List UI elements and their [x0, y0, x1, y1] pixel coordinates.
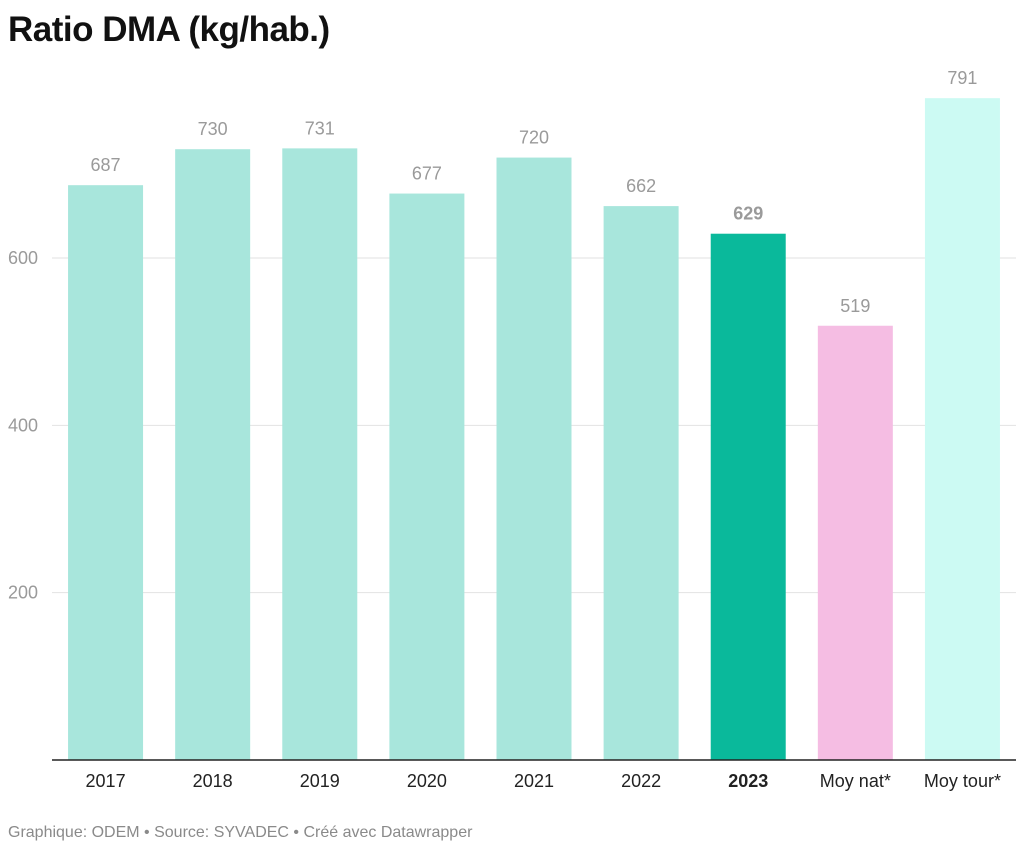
x-tick-label-2017: 2017: [86, 771, 126, 791]
chart-footer: Graphique: ODEM • Source: SYVADEC • Créé…: [8, 824, 473, 841]
value-label-moy-nat: 519: [840, 296, 870, 316]
value-label-moy-tour: 791: [947, 68, 977, 88]
y-tick-label-200: 200: [8, 583, 38, 603]
chart-title: Ratio DMA (kg/hab.): [8, 10, 330, 49]
x-tick-label-2019: 2019: [300, 771, 340, 791]
y-tick-label-600: 600: [8, 248, 38, 268]
x-tick-label-moy-tour: Moy tour*: [924, 771, 1001, 791]
value-label-2018: 730: [198, 119, 228, 139]
bar-moy-nat: [817, 325, 893, 760]
x-tick-label-2023: 2023: [728, 771, 768, 791]
x-tick-label-2018: 2018: [193, 771, 233, 791]
value-label-2020: 677: [412, 164, 442, 184]
value-label-2017: 687: [91, 155, 121, 175]
value-label-2019: 731: [305, 118, 335, 138]
bar-2018: [175, 149, 251, 761]
bar-2022: [603, 206, 679, 760]
bar-2019: [282, 148, 358, 760]
y-tick-label-400: 400: [8, 415, 38, 435]
x-tick-label-2022: 2022: [621, 771, 661, 791]
bar-moy-tour: [924, 98, 1000, 761]
value-label-2023: 629: [733, 204, 763, 224]
value-label-2021: 720: [519, 128, 549, 148]
bar-2021: [496, 157, 572, 761]
bar-2023: [710, 233, 786, 760]
bar-2020: [389, 193, 465, 761]
value-label-2022: 662: [626, 176, 656, 196]
x-tick-label-moy-nat: Moy nat*: [820, 771, 891, 791]
x-tick-label-2021: 2021: [514, 771, 554, 791]
x-tick-label-2020: 2020: [407, 771, 447, 791]
bar-2017: [68, 185, 144, 760]
